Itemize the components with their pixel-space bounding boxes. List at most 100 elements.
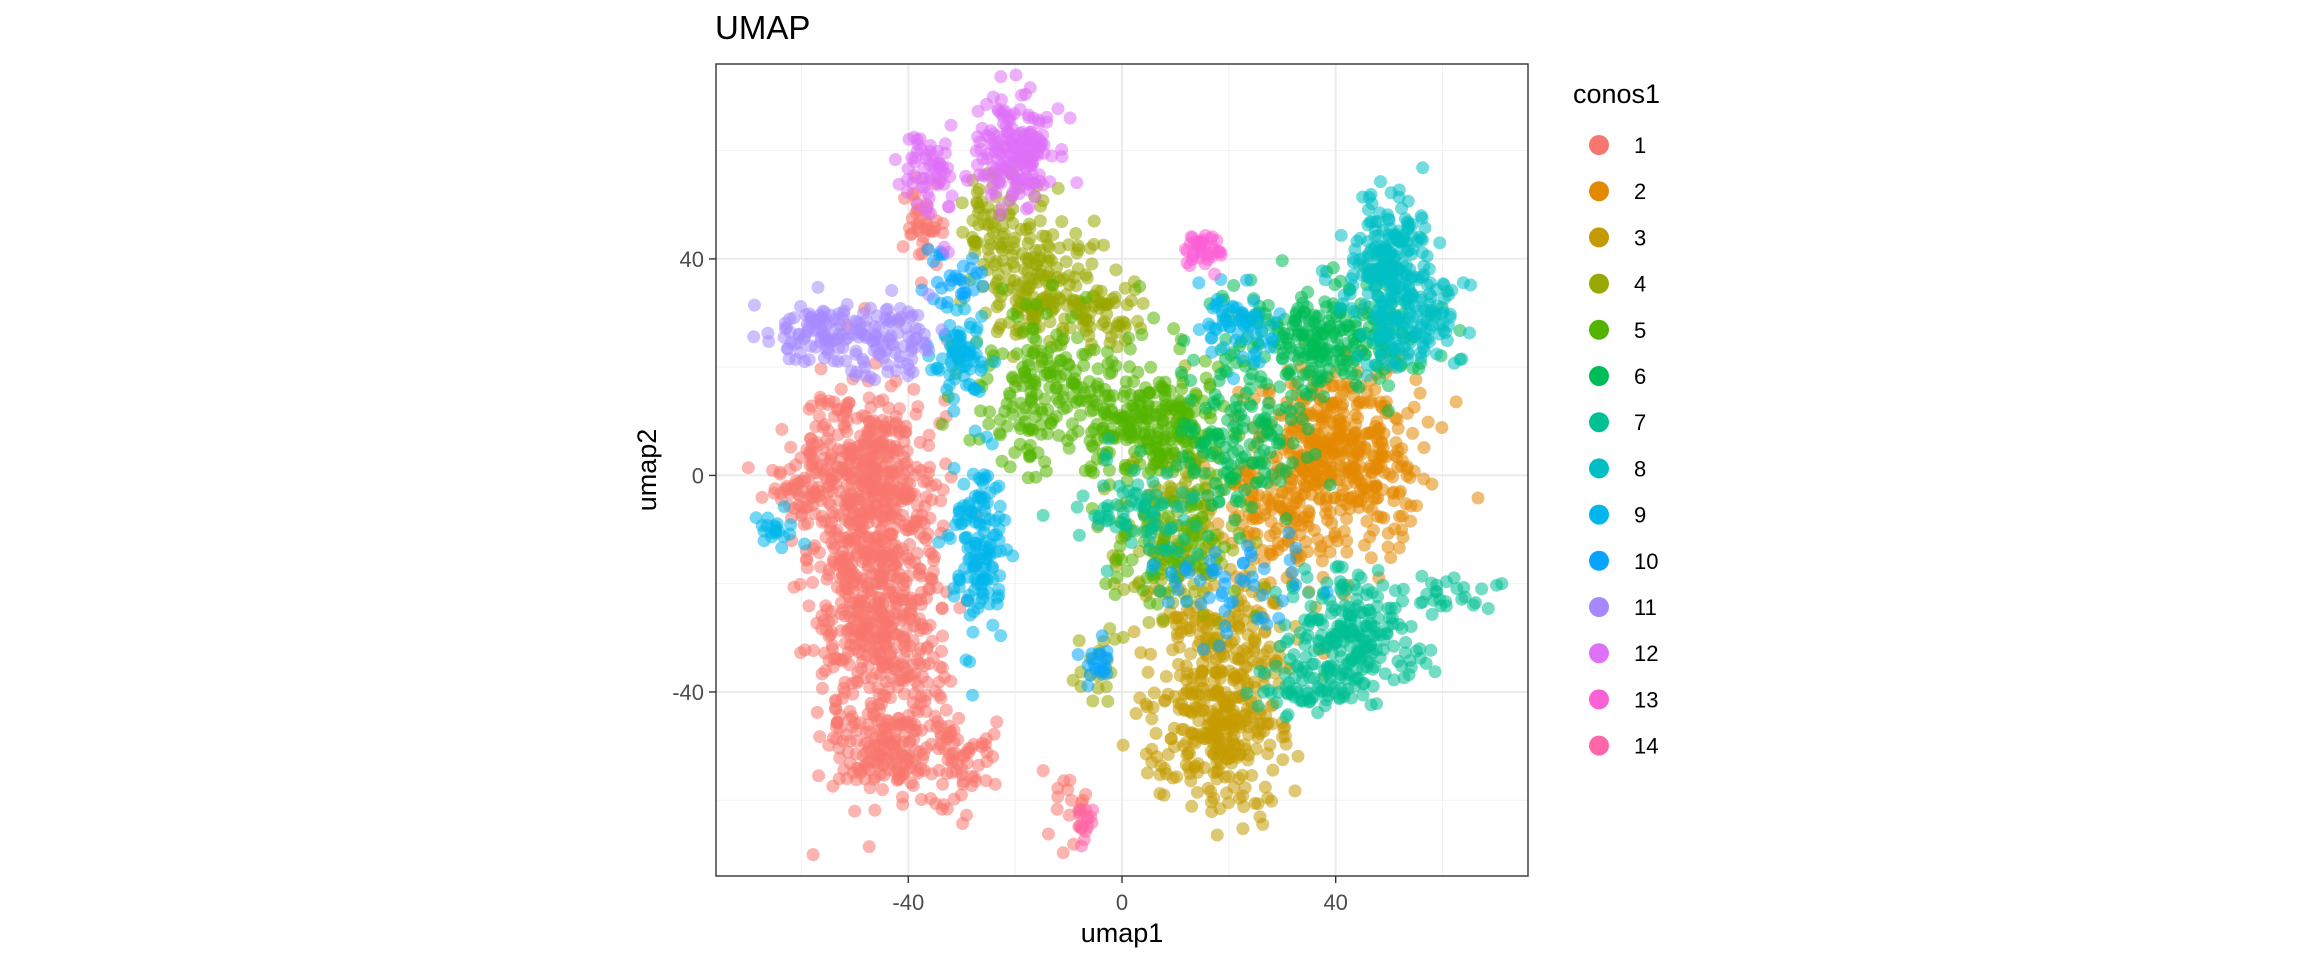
point-5 — [1087, 440, 1100, 454]
point-2 — [1340, 534, 1354, 548]
point-1 — [789, 458, 803, 472]
point-1 — [990, 715, 1004, 729]
point-4 — [996, 236, 1010, 250]
point-1 — [857, 472, 871, 486]
point-8 — [1348, 243, 1362, 257]
point-5 — [1029, 298, 1043, 311]
point-3 — [1185, 687, 1198, 701]
point-2 — [1392, 487, 1406, 500]
point-1 — [905, 227, 919, 241]
point-1 — [847, 531, 861, 545]
point-1 — [802, 402, 816, 416]
point-7 — [1176, 486, 1189, 500]
point-7 — [1342, 667, 1356, 681]
point-1 — [935, 802, 949, 816]
point-8 — [1463, 326, 1476, 340]
point-1 — [927, 224, 941, 238]
point-6 — [1263, 446, 1277, 460]
point-1 — [893, 769, 907, 783]
point-1 — [895, 748, 909, 762]
point-5 — [1024, 377, 1038, 391]
point-1 — [845, 676, 859, 690]
point-3 — [1168, 740, 1181, 754]
point-7 — [1109, 520, 1123, 534]
point-4 — [1142, 616, 1156, 629]
point-9 — [1242, 320, 1256, 334]
point-7 — [1425, 607, 1439, 621]
point-2 — [1319, 491, 1333, 505]
point-2 — [1375, 446, 1389, 460]
point-10 — [945, 274, 959, 287]
point-9 — [1236, 350, 1250, 364]
point-2 — [1352, 396, 1366, 410]
point-9 — [769, 520, 783, 534]
point-1 — [896, 240, 910, 254]
point-11 — [917, 336, 931, 350]
point-1 — [867, 414, 881, 428]
point-10 — [1272, 611, 1286, 625]
point-7 — [1240, 686, 1254, 700]
point-7 — [1171, 545, 1185, 559]
point-8 — [1318, 273, 1332, 287]
point-11 — [747, 298, 761, 312]
point-2 — [1425, 477, 1439, 491]
point-1 — [872, 740, 886, 754]
point-2 — [1399, 497, 1413, 511]
point-3 — [1192, 714, 1206, 728]
point-7 — [1344, 691, 1358, 705]
point-1 — [841, 468, 855, 482]
point-6 — [1236, 421, 1250, 435]
point-6 — [1214, 367, 1228, 381]
point-3 — [1175, 697, 1189, 711]
point-5 — [1171, 394, 1185, 408]
point-8 — [1355, 328, 1369, 342]
point-10 — [934, 296, 948, 310]
point-3 — [1149, 726, 1163, 740]
point-8 — [1388, 278, 1402, 292]
point-4 — [1041, 238, 1054, 252]
point-6 — [1349, 368, 1363, 382]
point-1 — [952, 711, 966, 725]
point-9 — [972, 384, 986, 398]
point-3 — [1180, 666, 1194, 680]
point-7 — [1311, 706, 1325, 720]
point-7 — [1414, 596, 1427, 610]
point-8 — [1381, 333, 1395, 347]
point-4 — [956, 225, 970, 239]
point-9 — [961, 593, 975, 607]
point-3 — [1175, 722, 1189, 736]
point-6 — [1206, 431, 1220, 445]
point-7 — [1096, 479, 1110, 493]
point-2 — [1315, 554, 1329, 568]
point-4 — [981, 242, 995, 256]
point-1 — [899, 492, 913, 506]
point-1 — [872, 723, 886, 737]
point-1 — [845, 576, 859, 590]
point-7 — [1146, 475, 1160, 489]
point-4 — [955, 196, 969, 210]
point-7 — [1396, 582, 1410, 596]
point-1 — [802, 599, 816, 613]
point-3 — [1139, 747, 1153, 761]
point-2 — [1352, 432, 1366, 446]
point-5 — [1021, 471, 1035, 485]
point-10 — [1165, 565, 1178, 579]
point-9 — [932, 535, 946, 549]
point-7 — [1371, 563, 1385, 577]
point-2 — [1289, 486, 1302, 500]
point-3 — [1141, 665, 1155, 679]
point-3 — [1291, 749, 1305, 763]
point-1 — [914, 562, 927, 576]
point-9 — [978, 561, 992, 575]
point-2 — [1345, 460, 1359, 474]
point-3 — [1258, 780, 1272, 794]
point-6 — [1187, 353, 1200, 367]
point-1 — [833, 751, 847, 765]
point-12 — [1028, 190, 1042, 204]
point-4 — [1053, 241, 1067, 255]
point-6 — [1197, 446, 1211, 460]
point-2 — [1313, 436, 1327, 449]
point-1 — [848, 506, 862, 520]
point-10 — [1320, 585, 1334, 599]
point-1 — [1041, 827, 1055, 841]
